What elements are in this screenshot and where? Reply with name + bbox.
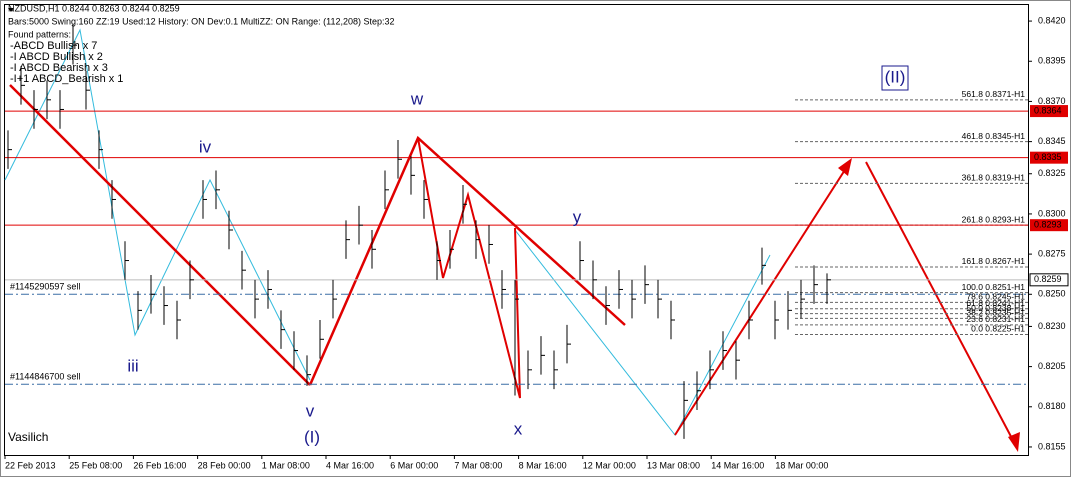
x-tick-label: 26 Feb 16:00 <box>133 460 186 470</box>
y-tick-label: 0.8345 <box>1038 136 1066 146</box>
arrow-head <box>838 158 852 176</box>
level-label: 0.8364 <box>1034 105 1062 115</box>
fib-label: 461.8 0.8345-H1 <box>962 131 1026 141</box>
x-tick-label: 25 Feb 08:00 <box>69 460 122 470</box>
y-tick-label: 0.8370 <box>1038 96 1066 106</box>
wave-label: w <box>410 89 424 108</box>
pattern-item: -I ABCD Bearish x 3 <box>10 62 108 74</box>
patterns-title: Found patterns: <box>8 29 71 39</box>
y-tick-label: 0.8325 <box>1038 168 1066 178</box>
level-label: 0.8293 <box>1034 220 1062 230</box>
fib-label: 561.8 0.8371-H1 <box>962 89 1026 99</box>
fib-label: 38.2 0.8235-H1 <box>966 308 1025 318</box>
fib-label: 261.8 0.8293-H1 <box>962 214 1026 224</box>
x-tick-label: 8 Mar 16:00 <box>519 460 567 470</box>
trend-line <box>9 84 311 386</box>
x-tick-label: 12 Mar 00:00 <box>583 460 636 470</box>
x-tick-label: 18 Mar 00:00 <box>775 460 828 470</box>
y-tick-label: 0.8230 <box>1038 321 1066 331</box>
last-price-box <box>1029 273 1069 287</box>
order-label: #1144846700 sell <box>10 372 80 382</box>
arrow-up <box>674 161 851 436</box>
y-tick-label: 0.8420 <box>1038 15 1066 25</box>
menu-icon <box>8 8 14 12</box>
fib-label: 50.0 0.8238-H1 <box>966 303 1025 313</box>
author: Vasilich <box>8 430 48 444</box>
fib-label: 78.6 0.8245-H1 <box>966 292 1025 302</box>
wave-box <box>881 65 909 91</box>
level-box <box>1030 151 1068 164</box>
level-box <box>1030 105 1068 118</box>
cyan-line <box>4 28 311 381</box>
wave-label: (II) <box>885 67 906 86</box>
fib-label: 361.8 0.8319-H1 <box>962 173 1026 183</box>
wave-label: v <box>306 401 315 420</box>
order-label: #1145290597 sell <box>10 282 80 292</box>
y-tick-label: 0.8300 <box>1038 208 1066 218</box>
y-tick-label: 0.8250 <box>1038 289 1066 299</box>
x-tick-label: 7 Mar 08:00 <box>454 460 502 470</box>
pattern-item: -I+1 ABCD_Bearish x 1 <box>10 73 123 85</box>
wave-label: iv <box>199 137 212 156</box>
level-box <box>1030 219 1068 232</box>
x-tick-label: 4 Mar 16:00 <box>326 460 374 470</box>
y-tick-label: 0.8395 <box>1038 56 1066 66</box>
y-tick-label: 0.8275 <box>1038 248 1066 258</box>
wave-label: x <box>514 419 523 438</box>
fib-label: 23.6 0.8231-H1 <box>966 314 1025 324</box>
y-tick-label: 0.8180 <box>1038 401 1066 411</box>
fib-label: 0.0 0.8225-H1 <box>971 324 1025 334</box>
wave-label: (I) <box>304 427 320 446</box>
x-tick-label: 13 Mar 08:00 <box>647 460 700 470</box>
fib-label: 61.8 0.8241-H1 <box>966 298 1025 308</box>
level-label: 0.8335 <box>1034 152 1062 162</box>
x-tick-label: 14 Mar 16:00 <box>711 460 764 470</box>
wave-label: y <box>573 207 582 226</box>
x-tick-label: 22 Feb 2013 <box>5 460 56 470</box>
last-price-label: 0.8259 <box>1034 274 1062 284</box>
x-tick-label: 6 Mar 00:00 <box>390 460 438 470</box>
y-tick-label: 0.8205 <box>1038 361 1066 371</box>
x-tick-label: 28 Feb 00:00 <box>198 460 251 470</box>
fib-label: 100.0 0.8251-H1 <box>962 282 1026 292</box>
wave-label: iii <box>127 356 138 375</box>
symbol-header: NZDUSD,H1 0.8244 0.8263 0.8244 0.8259 <box>8 3 180 13</box>
y-tick-label: 0.8155 <box>1038 441 1066 451</box>
pattern-item: -ABCD Bullish x 7 <box>10 40 97 52</box>
info-line: Bars:5000 Swing:160 ZZ:19 Used:12 Histor… <box>8 16 395 26</box>
drawings <box>4 28 1020 452</box>
x-tick-label: 1 Mar 08:00 <box>262 460 310 470</box>
arrow-head <box>1008 432 1020 452</box>
zigzag <box>417 137 521 399</box>
pattern-item: -I ABCD Bullish x 2 <box>10 51 103 63</box>
fib-label: 161.8 0.8267-H1 <box>962 256 1026 266</box>
plot-area <box>4 4 1029 456</box>
arrow-down <box>865 161 1017 447</box>
